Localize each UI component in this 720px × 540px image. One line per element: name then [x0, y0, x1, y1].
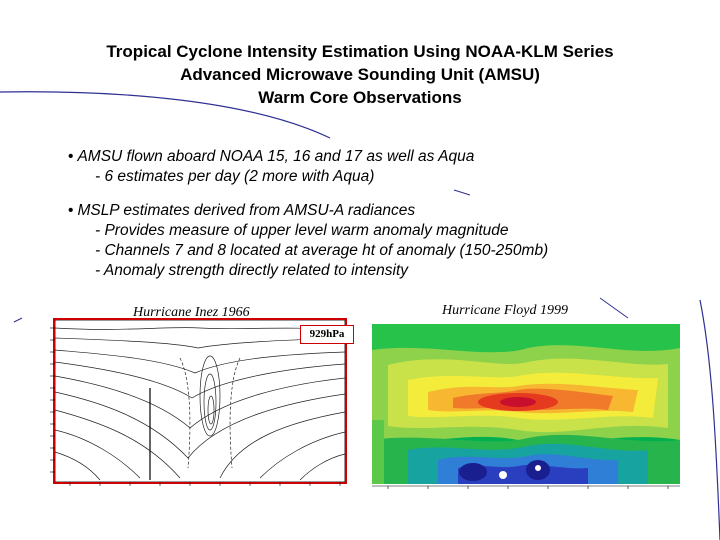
bullet-text: MSLP estimates derived from AMSU-A radia…: [77, 202, 416, 219]
left-figure-caption: Hurricane Inez 1966: [133, 305, 250, 320]
bullet-marker: •: [68, 148, 74, 165]
inez-cross-section-figure: [50, 318, 347, 486]
accent-curve-edge: [699, 299, 720, 540]
slide-title: Tropical Cyclone Intensity Estimation Us…: [0, 40, 720, 109]
right-figure-caption: Hurricane Floyd 1999: [442, 303, 568, 318]
bullet-list: • AMSU flown aboard NOAA 15, 16 and 17 as…: [68, 147, 688, 295]
sub-bullet-text: - Channels 7 and 8 located at average ht…: [95, 242, 549, 259]
pressure-label-box: 929hPa: [300, 325, 354, 344]
floyd-warm-core-figure: [368, 320, 686, 490]
highlight-border: [53, 318, 347, 484]
accent-curve-right: [599, 297, 629, 319]
bullet-text: AMSU flown aboard NOAA 15, 16 and 17 as …: [77, 148, 475, 165]
bullet-marker: •: [68, 202, 74, 219]
bullet-item: • AMSU flown aboard NOAA 15, 16 and 17 as…: [68, 147, 688, 187]
accent-curve-top: [0, 91, 331, 139]
title-line-1: Tropical Cyclone Intensity Estimation Us…: [106, 42, 614, 61]
sub-bullet-text: - 6 estimates per day (2 more with Aqua): [95, 168, 375, 185]
sub-bullet-text: - Provides measure of upper level warm a…: [95, 222, 509, 239]
title-line-3: Warm Core Observations: [258, 88, 462, 107]
sub-bullet-text: - Anomaly strength directly related to i…: [95, 262, 409, 279]
bullet-item: • MSLP estimates derived from AMSU-A radi…: [68, 201, 688, 281]
accent-tick: [453, 189, 471, 196]
title-line-2: Advanced Microwave Sounding Unit (AMSU): [180, 65, 540, 84]
